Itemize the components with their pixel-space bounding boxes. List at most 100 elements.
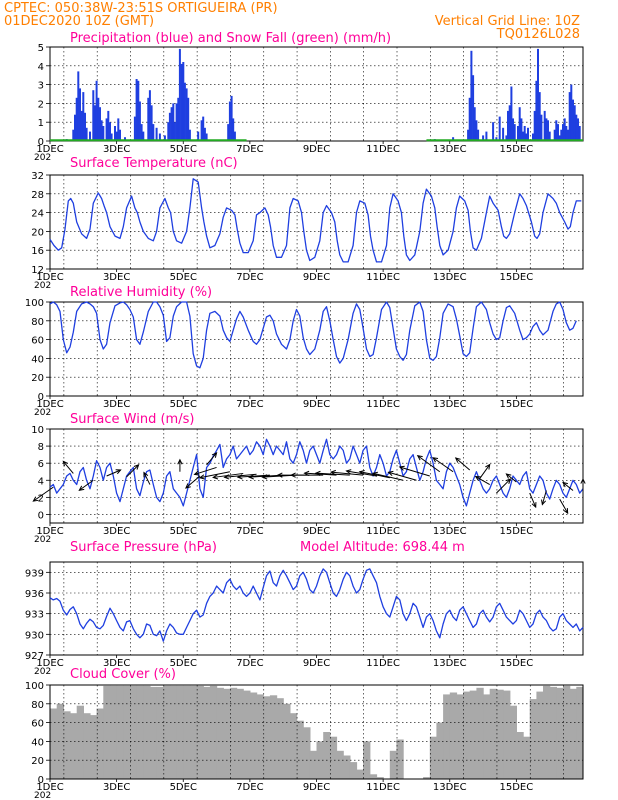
cloud-bar xyxy=(303,727,311,779)
cloud-bar xyxy=(269,695,278,779)
precip-bar xyxy=(232,118,235,141)
x-tick-label: 15DEC xyxy=(500,144,534,155)
precip-bar xyxy=(562,124,564,141)
precip-bar xyxy=(170,107,173,141)
panel-pres: 927 930 933 936 939 1DEC 3DEC 5DEC 7DEC 9DEC 11DEC… xyxy=(25,540,584,677)
header-grid-info: Vertical Grid Line: 10Z xyxy=(435,14,580,29)
x-tick-label: 9DEC xyxy=(303,782,330,793)
precip-bar xyxy=(510,86,513,141)
precip-bar xyxy=(553,129,556,141)
cloud-bar xyxy=(489,688,497,779)
cloud-bar xyxy=(469,690,477,779)
wind-arrow xyxy=(106,469,122,477)
cloud-bar xyxy=(56,703,64,779)
cloud-bar xyxy=(90,715,98,779)
x-tick-label: 15DEC xyxy=(500,526,534,537)
wind-arrow-head xyxy=(143,471,149,478)
precip-bar xyxy=(182,62,185,141)
cloud-bar xyxy=(556,687,564,779)
precip-bar xyxy=(523,126,526,141)
x-tick-label: 7DEC xyxy=(236,144,263,155)
precip-bar xyxy=(102,126,105,141)
y-tick-label: 6 xyxy=(38,459,44,470)
precip-bar xyxy=(114,126,116,141)
wind-arrow-head xyxy=(185,483,191,489)
x-tick-label: 7DEC xyxy=(236,526,263,537)
precip-bar xyxy=(452,137,455,141)
wind-arrow xyxy=(177,458,183,472)
precip-bar xyxy=(205,133,208,141)
cloud-bar xyxy=(536,691,544,779)
cloud-bar xyxy=(236,688,244,779)
precip-bar xyxy=(230,95,233,141)
precip-bar xyxy=(177,97,180,141)
precip-bar xyxy=(527,127,529,141)
wind-arrow-head xyxy=(177,458,183,465)
cloud-bar xyxy=(503,690,511,779)
precip-bar xyxy=(572,99,574,141)
wind-arrow-shaft xyxy=(496,478,511,494)
pres-series-line xyxy=(49,568,584,642)
precip-bar xyxy=(563,118,566,141)
precip-bar xyxy=(203,127,206,141)
x-tick-label: 11DEC xyxy=(366,399,400,410)
cloud-bar xyxy=(76,705,84,779)
x-tick-label: 5DEC xyxy=(170,399,197,410)
cloud-bar xyxy=(376,777,384,779)
wind-arrow xyxy=(206,452,218,466)
wind-arrow xyxy=(559,498,569,515)
x-tick-label: 11DEC xyxy=(366,272,400,283)
wind-arrow-head xyxy=(329,469,336,476)
precip-bar xyxy=(507,110,509,141)
wind-arrow-head xyxy=(198,474,205,480)
wind-arrow-shaft xyxy=(304,472,337,476)
wind-arrow-head xyxy=(345,469,352,475)
precip-bar xyxy=(485,131,488,141)
precip-bar xyxy=(142,131,145,141)
precip-bar xyxy=(173,122,176,141)
wind-arrow-head xyxy=(398,465,405,471)
x-tick-label: 15DEC xyxy=(500,782,534,793)
x-tick-label: 13DEC xyxy=(433,144,467,155)
precip-bar xyxy=(94,105,96,141)
wind-arrow-head xyxy=(387,470,394,476)
precip-bar xyxy=(137,80,140,141)
precip-bar xyxy=(568,92,571,141)
x-tick-label: 3DEC xyxy=(103,782,130,793)
y-tick-label: 60 xyxy=(31,336,44,347)
cloud-bar xyxy=(216,687,224,779)
precip-bar xyxy=(468,97,471,141)
precip-bar xyxy=(110,133,113,141)
precip-bar xyxy=(150,105,153,141)
wind-arrow xyxy=(62,460,74,474)
precip-bar xyxy=(228,101,231,141)
precip-bar xyxy=(475,120,478,141)
wind-arrow-shaft xyxy=(541,490,547,505)
precip-bar xyxy=(578,126,581,141)
precip-bar xyxy=(513,124,516,141)
precip-bar xyxy=(138,101,141,141)
precip-bar xyxy=(522,131,524,141)
panel-title: Precipitation (blue) and Snow Fall (gree… xyxy=(70,31,391,46)
wind-arrow-head xyxy=(211,452,218,458)
cloud-bar xyxy=(176,685,184,779)
precip-bar xyxy=(547,120,549,141)
wind-arrow xyxy=(529,492,537,509)
x-tick-label: 1DEC xyxy=(36,272,63,283)
wind-arrow xyxy=(371,471,404,481)
panel-frame xyxy=(49,561,584,656)
precip-bar xyxy=(175,103,178,141)
x-tick-label: 7DEC xyxy=(236,782,263,793)
precip-bar xyxy=(148,90,151,141)
wind-arrow-head xyxy=(223,474,230,480)
precip-bar xyxy=(84,112,86,141)
cloud-bar xyxy=(263,696,271,779)
cloud-bar xyxy=(463,691,471,779)
wind-arrow-head xyxy=(416,455,423,461)
precip-bar xyxy=(158,133,161,141)
y-tick-label: 933 xyxy=(25,610,44,621)
x-tick-label: 15DEC xyxy=(500,399,534,410)
y-tick-label: 20 xyxy=(31,756,44,767)
y-tick-label: 3 xyxy=(38,81,44,92)
precip-bar xyxy=(74,114,76,141)
